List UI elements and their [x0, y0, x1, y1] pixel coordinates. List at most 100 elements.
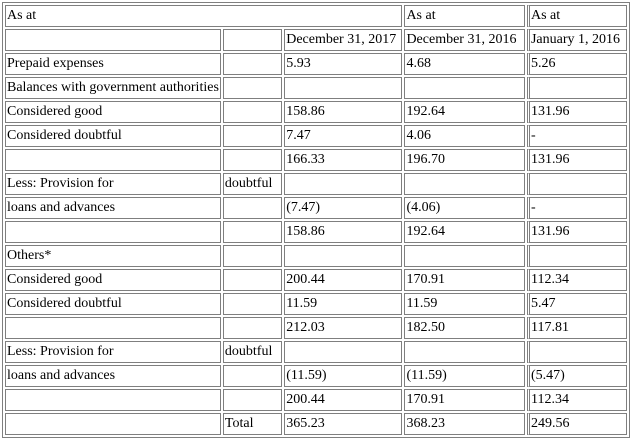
value-2017: 158.86: [284, 221, 403, 243]
value-2017: 166.33: [284, 149, 403, 171]
value-2017: 200.44: [284, 269, 403, 291]
value-2017: [284, 341, 403, 363]
row-label: Less: Provision for: [5, 341, 221, 363]
value-jan2016: (5.47): [526, 365, 627, 387]
row-sub-label: Total: [222, 413, 283, 435]
row-sub-label: [222, 221, 283, 243]
row-label: [5, 317, 221, 339]
value-2016: 368.23: [404, 413, 525, 435]
row-sub-label: [222, 149, 283, 171]
table-row: Considered doubtful 7.47 4.06-: [5, 125, 627, 147]
row-label: Considered doubtful: [5, 293, 221, 315]
value-2017: [284, 77, 403, 99]
value-2016: [404, 77, 525, 99]
table-row: 212.03 182.50 117.81: [5, 317, 627, 339]
header-col-2017: December 31, 2017: [284, 29, 403, 51]
value-jan2016: 5.26: [526, 53, 627, 75]
row-sub-label: doubtful: [222, 173, 283, 195]
header-row-as-at: As at As at As at: [5, 5, 627, 27]
row-sub-label: [222, 245, 283, 267]
row-sub-label: [222, 293, 283, 315]
table-row: Balances with government authorities: [5, 77, 627, 99]
row-label: Considered good: [5, 101, 221, 123]
value-jan2016: 131.96: [526, 149, 627, 171]
value-2017: 7.47: [284, 125, 403, 147]
value-2016: 192.64: [404, 101, 525, 123]
value-2017: 11.59: [284, 293, 403, 315]
value-2017: 365.23: [284, 413, 403, 435]
row-label: [5, 149, 221, 171]
header-col-2016: December 31, 2016: [404, 29, 525, 51]
value-jan2016: 117.81: [526, 317, 627, 339]
value-2017: [284, 173, 403, 195]
table-row: 158.86 192.64 131.96: [5, 221, 627, 243]
header-empty-label: [5, 29, 221, 51]
row-label: loans and advances: [5, 197, 221, 219]
row-label: Considered good: [5, 269, 221, 291]
value-2016: 182.50: [404, 317, 525, 339]
row-label: [5, 221, 221, 243]
header-as-at-right: As at: [526, 5, 627, 27]
value-jan2016: 112.34: [526, 269, 627, 291]
row-label: [5, 413, 221, 435]
value-jan2016: 131.96: [526, 101, 627, 123]
value-2016: 11.59: [404, 293, 525, 315]
value-jan2016: 131.96: [526, 221, 627, 243]
row-sub-label: [222, 365, 283, 387]
row-sub-label: [222, 53, 283, 75]
value-2017: [284, 245, 403, 267]
header-as-at-mid: As at: [404, 5, 525, 27]
row-sub-label: [222, 77, 283, 99]
table-row: Less: Provision for doubtful: [5, 173, 627, 195]
value-jan2016: [526, 173, 627, 195]
value-jan2016: -: [526, 125, 627, 147]
value-2016: 192.64: [404, 221, 525, 243]
value-jan2016: [526, 245, 627, 267]
table-row: 200.44 170.91 112.34: [5, 389, 627, 411]
value-2017: 158.86: [284, 101, 403, 123]
row-label: Prepaid expenses: [5, 53, 221, 75]
table-row: Considered good 200.44 170.91 112.34: [5, 269, 627, 291]
header-empty-sub: [222, 29, 283, 51]
row-label: Less: Provision for: [5, 173, 221, 195]
row-sub-label: [222, 269, 283, 291]
value-2017: 212.03: [284, 317, 403, 339]
table-row: 166.33 196.70 131.96: [5, 149, 627, 171]
value-2016: [404, 341, 525, 363]
table-row: Considered good 158.86 192.64 131.96: [5, 101, 627, 123]
header-as-at-left: As at: [5, 5, 403, 27]
value-2017: 200.44: [284, 389, 403, 411]
row-label: loans and advances: [5, 365, 221, 387]
value-2016: (11.59): [404, 365, 525, 387]
table-row: Considered doubtful 11.59 11.59 5.47: [5, 293, 627, 315]
value-2016: 170.91: [404, 269, 525, 291]
value-2016: 196.70: [404, 149, 525, 171]
row-label: Balances with government authorities: [5, 77, 221, 99]
row-label: [5, 389, 221, 411]
value-jan2016: 5.47: [526, 293, 627, 315]
value-jan2016: [526, 341, 627, 363]
value-jan2016: 112.34: [526, 389, 627, 411]
row-label: Others*: [5, 245, 221, 267]
value-2016: [404, 173, 525, 195]
value-2017: 5.93: [284, 53, 403, 75]
value-2016: (4.06): [404, 197, 525, 219]
table-row: loans and advances (7.47) (4.06) -: [5, 197, 627, 219]
value-2016: 4.06: [404, 125, 525, 147]
value-2016: [404, 245, 525, 267]
row-sub-label: [222, 389, 283, 411]
value-2016: 4.68: [404, 53, 525, 75]
table-row: Others*: [5, 245, 627, 267]
row-sub-label: [222, 317, 283, 339]
table-row: loans and advances (11.59) (11.59) (5.47): [5, 365, 627, 387]
value-jan2016: 249.56: [526, 413, 627, 435]
row-sub-label: [222, 125, 283, 147]
header-col-jan2016: January 1, 2016: [526, 29, 627, 51]
row-label: Considered doubtful: [5, 125, 221, 147]
row-sub-label: doubtful: [222, 341, 283, 363]
row-sub-label: [222, 197, 283, 219]
table-row: Less: Provision for doubtful: [5, 341, 627, 363]
value-jan2016: -: [526, 197, 627, 219]
value-2017: (7.47): [284, 197, 403, 219]
